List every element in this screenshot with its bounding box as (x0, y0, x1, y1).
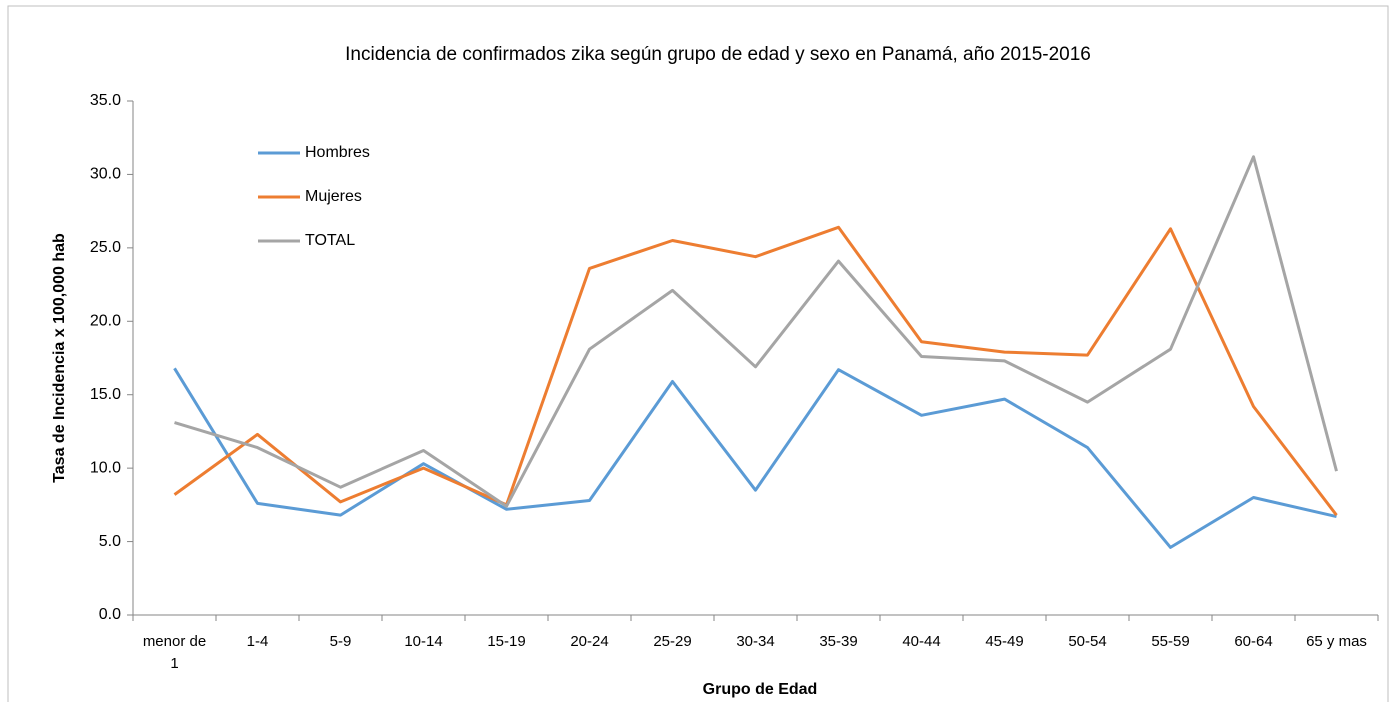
y-tick-label: 25.0 (90, 239, 121, 256)
x-tick-label: 1-4 (246, 633, 269, 650)
legend-label: TOTAL (305, 232, 355, 249)
y-tick-label: 5.0 (99, 533, 121, 550)
x-tick-label: 40-44 (902, 633, 941, 650)
x-tick-label: 25-29 (653, 633, 692, 650)
chart-frame (7, 5, 1389, 702)
x-tick-label: 55-59 (1151, 633, 1190, 650)
y-tick-label: 20.0 (90, 313, 121, 330)
y-tick-label: 15.0 (90, 386, 121, 403)
x-tick-label: 50-54 (1068, 633, 1107, 650)
x-tick-label: 45-49 (985, 633, 1024, 650)
x-axis-label: Grupo de Edad (703, 681, 818, 698)
x-tick-label: 65 y mas (1306, 633, 1367, 650)
y-tick-label: 30.0 (90, 166, 121, 183)
series-line (174, 155, 1338, 508)
chart-title: Incidencia de confirmados zika según gru… (345, 44, 1091, 65)
series-line (173, 225, 1338, 517)
x-tick-label: 15-19 (487, 633, 526, 650)
x-tick-label: 5-9 (329, 633, 352, 650)
y-axis-label: Tasa de Incidencia x 100,000 hab (51, 233, 68, 483)
x-tick-label: 20-24 (570, 633, 609, 650)
legend-label: Hombres (305, 144, 370, 161)
y-tick-label: 35.0 (90, 92, 121, 109)
legend-label: Mujeres (305, 188, 362, 205)
x-tick-label: 35-39 (819, 633, 858, 650)
x-tick-label: 10-14 (404, 633, 443, 650)
x-tick-label: 30-34 (736, 633, 775, 650)
y-tick-label: 0.0 (99, 606, 121, 623)
y-tick-label: 10.0 (90, 459, 121, 476)
series-line (173, 367, 1337, 549)
x-tick-label: 60-64 (1234, 633, 1273, 650)
x-tick-label: menor de 1 (142, 633, 207, 672)
